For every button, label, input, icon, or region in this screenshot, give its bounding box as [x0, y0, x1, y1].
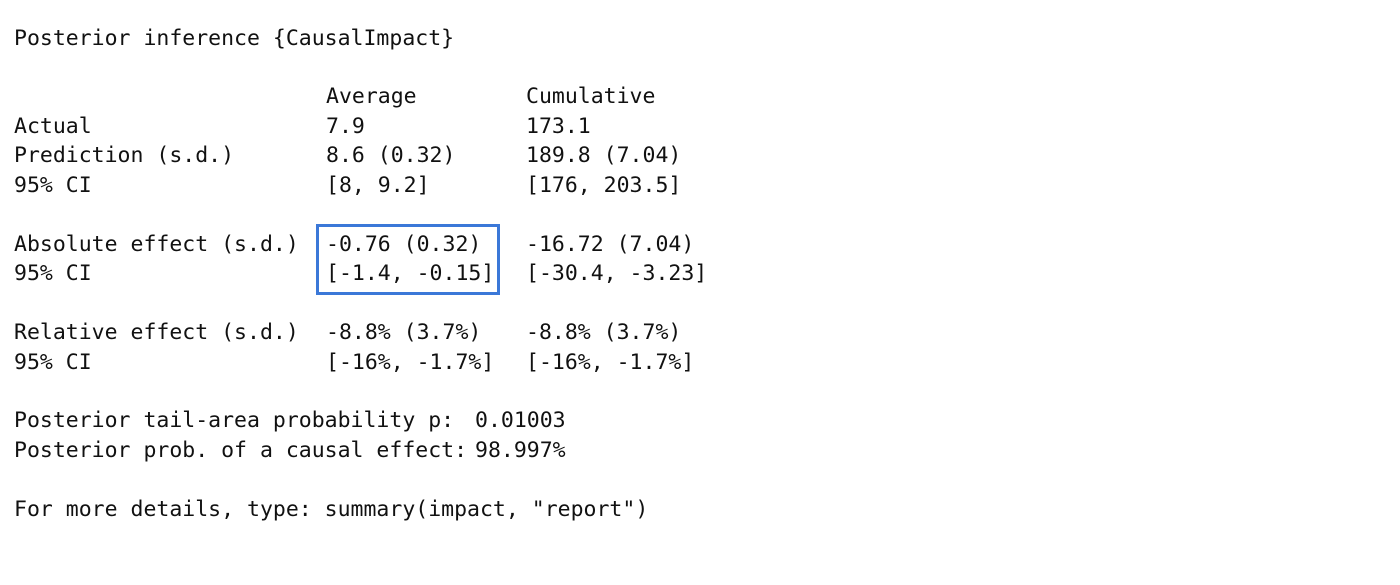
- row-cumulative: -8.8% (3.7%): [526, 320, 682, 345]
- row-absolute-ci: 95% CI [-1.4, -0.15] [-30.4, -3.23]: [14, 259, 707, 289]
- row-relative-ci: 95% CI [-16%, -1.7%] [-16%, -1.7%]: [14, 348, 694, 378]
- row-average: [8, 9.2]: [326, 173, 430, 198]
- row-average: [-1.4, -0.15]: [326, 261, 495, 286]
- row-prediction-ci: 95% CI [8, 9.2] [176, 203.5]: [14, 171, 681, 201]
- row-prediction: Prediction (s.d.) 8.6 (0.32) 189.8 (7.04…: [14, 141, 681, 171]
- row-average: -8.8% (3.7%): [326, 320, 482, 345]
- causal-effect-value: 98.997%: [475, 438, 566, 463]
- row-cumulative: [-30.4, -3.23]: [526, 261, 708, 286]
- row-average: [-16%, -1.7%]: [326, 350, 495, 375]
- row-cumulative: 173.1: [526, 114, 591, 139]
- row-cumulative: [176, 203.5]: [526, 173, 682, 198]
- highlight-box: [316, 224, 500, 295]
- row-cumulative: 189.8 (7.04): [526, 143, 682, 168]
- footer-hint: For more details, type: summary(impact, …: [14, 497, 649, 522]
- row-label: Absolute effect (s.d.): [14, 232, 299, 257]
- row-cumulative: -16.72 (7.04): [526, 232, 695, 257]
- row-label: Prediction (s.d.): [14, 143, 235, 168]
- column-headers: Average Cumulative: [14, 82, 655, 112]
- row-label: 95% CI: [14, 350, 92, 375]
- row-label: 95% CI: [14, 173, 92, 198]
- row-relative-effect: Relative effect (s.d.) -8.8% (3.7%) -8.8…: [14, 318, 681, 348]
- causal-effect-probability: Posterior prob. of a causal effect: 98.9…: [14, 436, 566, 466]
- header-cumulative: Cumulative: [526, 84, 656, 109]
- row-average: -0.76 (0.32): [326, 232, 482, 257]
- tail-area-label: Posterior tail-area probability p:: [14, 408, 455, 433]
- header-average: Average: [326, 84, 417, 109]
- tail-area-probability: Posterior tail-area probability p: 0.010…: [14, 406, 566, 436]
- row-label: 95% CI: [14, 261, 92, 286]
- row-absolute-effect: Absolute effect (s.d.) -0.76 (0.32) -16.…: [14, 230, 694, 260]
- console-output: Posterior inference {CausalImpact} Avera…: [14, 26, 707, 522]
- report-title: Posterior inference {CausalImpact}: [14, 26, 455, 51]
- row-average: 7.9: [326, 114, 365, 139]
- tail-area-value: 0.01003: [475, 408, 566, 433]
- row-label: Relative effect (s.d.): [14, 320, 299, 345]
- row-cumulative: [-16%, -1.7%]: [526, 350, 695, 375]
- row-actual: Actual 7.9 173.1: [14, 112, 591, 142]
- causal-effect-label: Posterior prob. of a causal effect:: [14, 438, 468, 463]
- row-label: Actual: [14, 114, 92, 139]
- row-average: 8.6 (0.32): [326, 143, 456, 168]
